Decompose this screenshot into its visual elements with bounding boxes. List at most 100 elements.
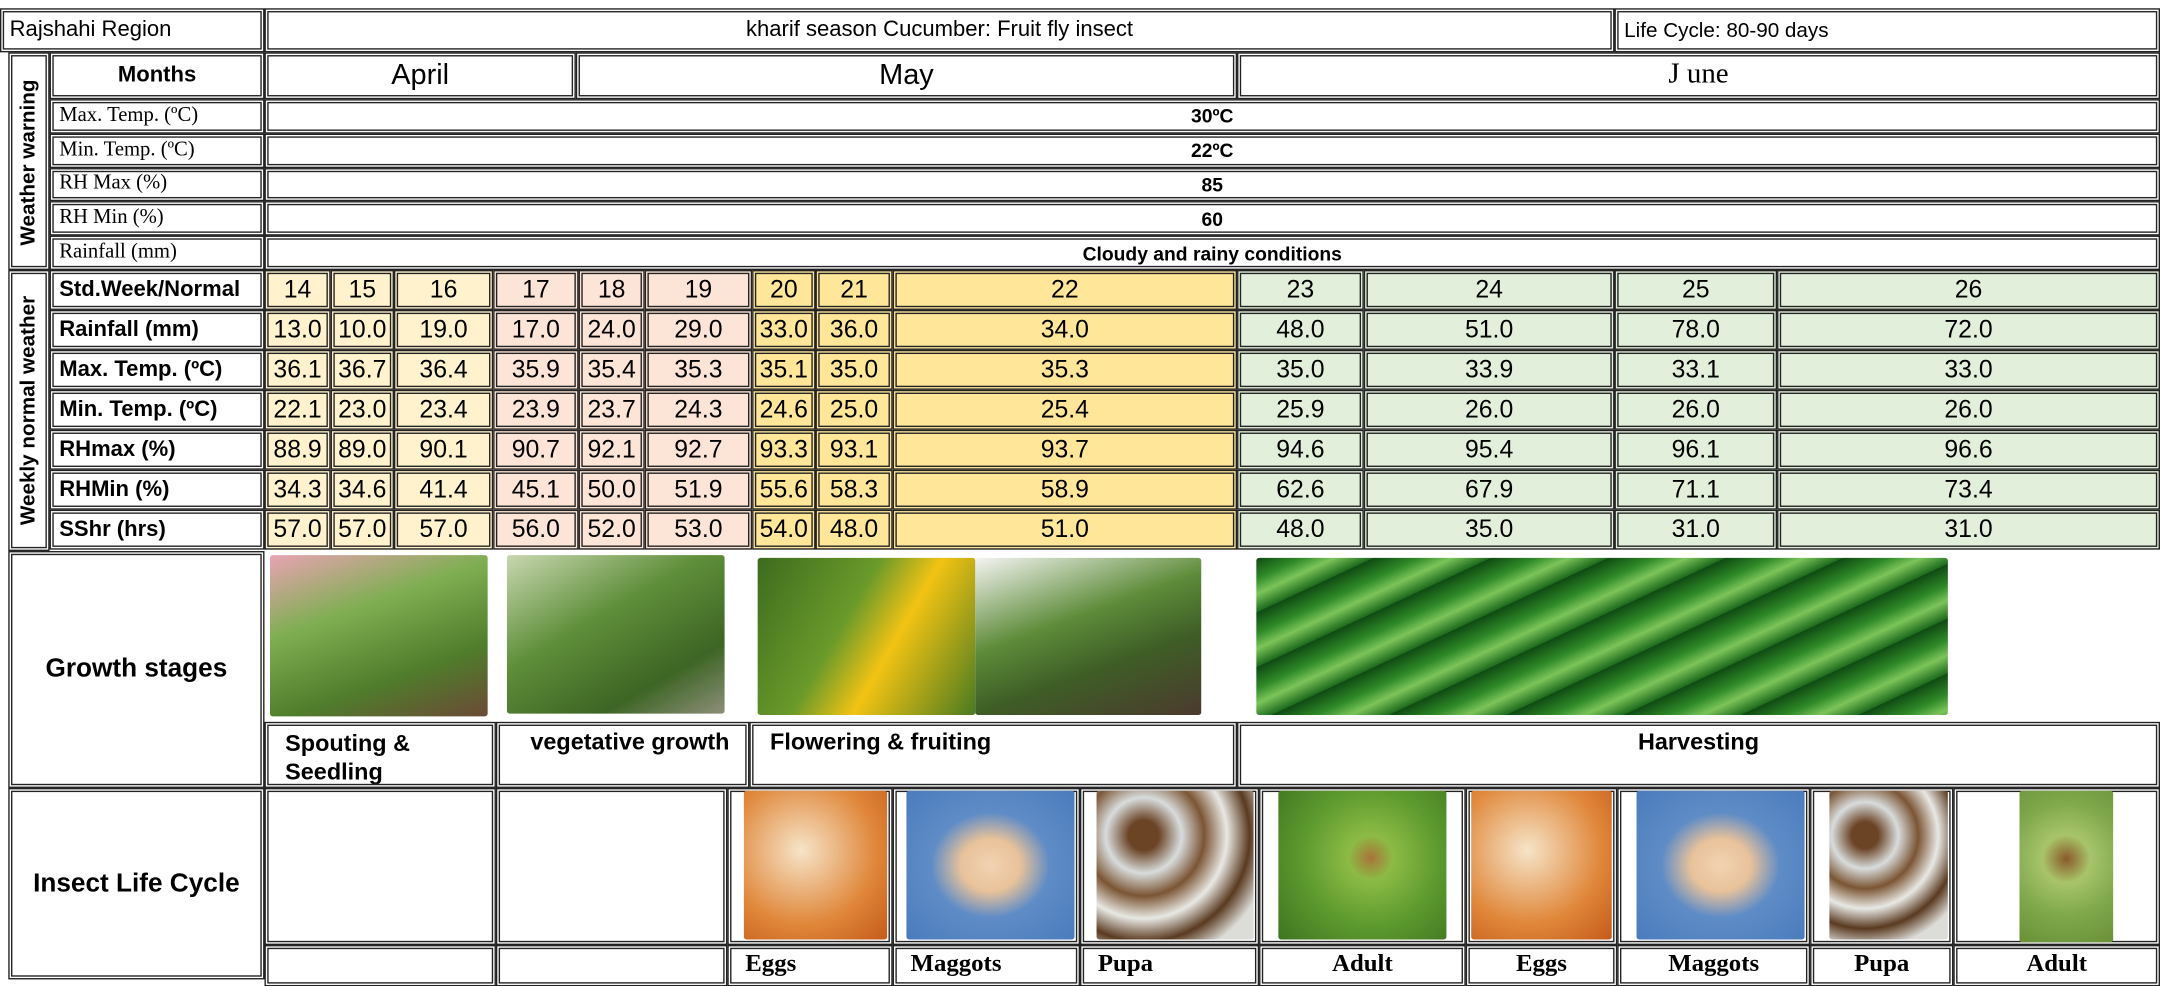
weather-value: 72.0 — [1777, 310, 2160, 350]
row-label: RH Max (%) — [50, 168, 265, 202]
eggs-photo — [744, 791, 887, 940]
weather-value: 92.1 — [579, 430, 645, 470]
weather-value: 26.0 — [1364, 390, 1615, 430]
eggs-photo — [1471, 791, 1612, 940]
weather-value: 52.0 — [579, 510, 645, 550]
weather-value: 57.0 — [394, 510, 493, 550]
weather-value: 48.0 — [1237, 510, 1364, 550]
weather-value: 58.9 — [893, 470, 1237, 510]
row-label: SShr (hrs) — [50, 510, 265, 550]
row-label: RHmax (%) — [50, 430, 265, 470]
weather-value: 96.1 — [1614, 430, 1777, 470]
weather-value: 51.9 — [645, 470, 752, 510]
weather-value: 96.6 — [1777, 430, 2160, 470]
warning-value: 30ºC — [264, 99, 2160, 133]
weather-value: 35.1 — [752, 350, 815, 390]
weather-value: 25.4 — [893, 390, 1237, 430]
weather-value: 92.7 — [645, 430, 752, 470]
weather-value: 94.6 — [1237, 430, 1364, 470]
region-label: Rajshahi Region — [0, 8, 264, 52]
week-number: 26 — [1777, 270, 2160, 310]
weather-value: 35.0 — [1364, 510, 1615, 550]
month-name: April — [264, 52, 575, 99]
growth-stage: Harvesting — [1237, 722, 2160, 788]
weather-value: 24.0 — [579, 310, 645, 350]
weather-value: 35.0 — [1237, 350, 1364, 390]
weather-value: 22.1 — [264, 390, 330, 430]
weather-value: 51.0 — [893, 510, 1237, 550]
weather-value: 51.0 — [1364, 310, 1615, 350]
month-name: J une — [1237, 52, 2160, 99]
week-number: 16 — [394, 270, 493, 310]
row-label: RHMin (%) — [50, 470, 265, 510]
weather-value: 71.1 — [1614, 470, 1777, 510]
adult-photo — [2019, 791, 2113, 943]
weather-value: 90.1 — [394, 430, 493, 470]
weather-value: 36.0 — [816, 310, 893, 350]
weather-value: 17.0 — [493, 310, 578, 350]
weather-value: 58.3 — [816, 470, 893, 510]
week-number: 14 — [264, 270, 330, 310]
weather-value: 36.1 — [264, 350, 330, 390]
week-number: 24 — [1364, 270, 1615, 310]
weather-value: 10.0 — [331, 310, 394, 350]
fruit-photo — [975, 558, 1201, 715]
weather-value: 25.9 — [1237, 390, 1364, 430]
weather-value: 88.9 — [264, 430, 330, 470]
weather-value: 33.9 — [1364, 350, 1615, 390]
weather-value: 34.3 — [264, 470, 330, 510]
weather-value: 93.3 — [752, 430, 815, 470]
month-name: May — [576, 52, 1237, 99]
weather-value: 41.4 — [394, 470, 493, 510]
weather-value: 55.6 — [752, 470, 815, 510]
weather-value: 89.0 — [331, 430, 394, 470]
weather-value: 19.0 — [394, 310, 493, 350]
weather-value: 93.7 — [893, 430, 1237, 470]
weather-value: 34.6 — [331, 470, 394, 510]
weather-value: 35.9 — [493, 350, 578, 390]
week-number: 21 — [816, 270, 893, 310]
table-title: kharif season Cucumber: Fruit fly insect — [264, 8, 1614, 52]
row-label: Min. Temp. (ºC) — [50, 133, 265, 167]
empty-cell — [496, 788, 727, 945]
warning-value: Cloudy and rainy conditions — [264, 236, 2160, 270]
weather-value: 33.0 — [1777, 350, 2160, 390]
flower-photo — [758, 558, 976, 715]
maggots-photo — [1637, 791, 1805, 940]
weather-value: 35.3 — [893, 350, 1237, 390]
weather-value: 56.0 — [493, 510, 578, 550]
warning-value: 85 — [264, 168, 2160, 202]
weather-value: 93.1 — [816, 430, 893, 470]
weather-value: 23.4 — [394, 390, 493, 430]
warning-value: 60 — [264, 202, 2160, 236]
weather-value: 24.3 — [645, 390, 752, 430]
months-label: Months — [50, 52, 265, 99]
week-number: 23 — [1237, 270, 1364, 310]
empty-cell — [264, 788, 495, 945]
row-label: Min. Temp. (ºC) — [50, 390, 265, 430]
section-label: Insect Life Cycle — [8, 788, 264, 979]
weather-value: 35.3 — [645, 350, 752, 390]
growth-stage: vegetative growth — [496, 722, 749, 788]
group-label: Weather warning — [17, 59, 42, 266]
weather-value: 62.6 — [1237, 470, 1364, 510]
weather-value: 57.0 — [264, 510, 330, 550]
weather-value: 25.0 — [816, 390, 893, 430]
pupa-photo — [1097, 791, 1254, 940]
row-label: Rainfall (mm) — [50, 310, 265, 350]
week-number: 18 — [579, 270, 645, 310]
weather-value: 78.0 — [1614, 310, 1777, 350]
weather-value: 35.4 — [579, 350, 645, 390]
weather-value: 31.0 — [1614, 510, 1777, 550]
weather-value: 95.4 — [1364, 430, 1615, 470]
weather-value: 23.0 — [331, 390, 394, 430]
weather-value: 54.0 — [752, 510, 815, 550]
week-number: 17 — [493, 270, 578, 310]
section-label: Growth stages — [8, 551, 264, 788]
weather-value: 33.0 — [752, 310, 815, 350]
weather-value: 23.9 — [493, 390, 578, 430]
weather-value: 48.0 — [1237, 310, 1364, 350]
week-number: 19 — [645, 270, 752, 310]
group-label: Weekly normal weather — [17, 273, 42, 549]
weather-value: 23.7 — [579, 390, 645, 430]
